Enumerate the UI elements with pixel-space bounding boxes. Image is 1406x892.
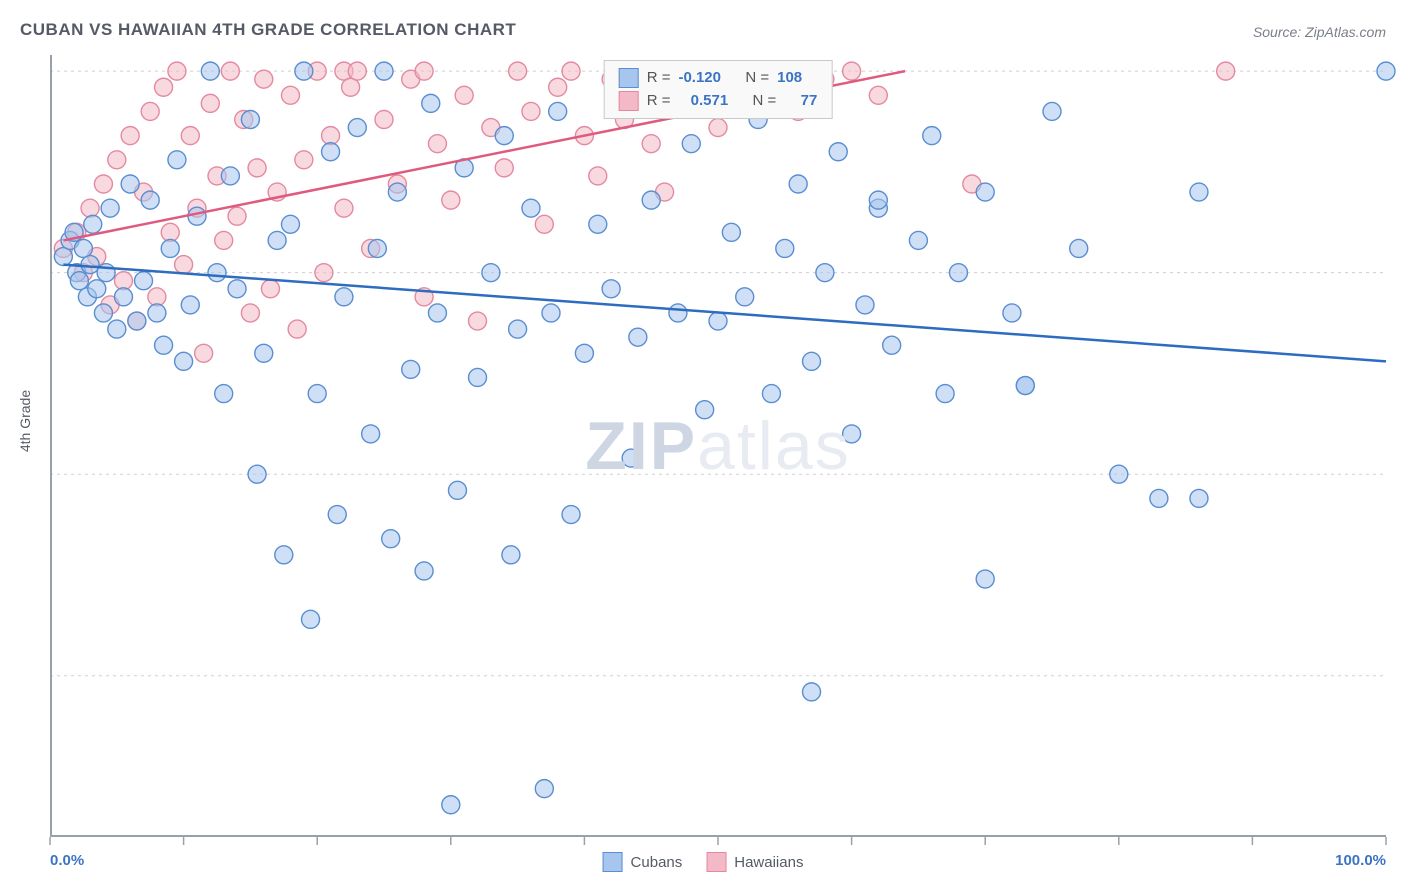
y-tick-label: 97.5% [1401,264,1406,281]
legend-swatch-cubans [619,68,639,88]
legend-N-label [729,67,737,90]
legend-N-value-hawaiians: 77 [801,90,818,113]
y-tick-label: 100.0% [1401,63,1406,80]
legend-row-cubans: R = -0.120 N = 108 [619,67,818,90]
chart-title: CUBAN VS HAWAIIAN 4TH GRADE CORRELATION … [20,20,516,40]
bottom-legend-label-hawaiians: Hawaiians [734,854,803,871]
legend-R-value-cubans: -0.120 [678,67,721,90]
bottom-legend-hawaiians: Hawaiians [706,852,803,872]
plot-area: ZIPatlas R = -0.120 N = 108 R = 0.571 N … [50,55,1386,837]
source-attribution: Source: ZipAtlas.com [1253,24,1386,40]
legend-N-value-hawaiians [784,90,792,113]
bottom-legend: Cubans Hawaiians [603,852,804,872]
y-axis-label: 4th Grade [17,390,33,452]
legend-R-value-hawaiians: 0.571 [691,90,729,113]
legend-R-label: R = [647,67,671,90]
legend-N-label: N = [753,90,777,113]
source-value: ZipAtlas.com [1305,24,1386,40]
source-label: Source: [1253,24,1305,40]
y-tick-label: 95.0% [1401,466,1406,483]
x-axis-label: 0.0% [50,852,84,869]
plot-border [50,55,1386,837]
legend-swatch-hawaiians [619,91,639,111]
legend-R-label: R = [647,90,671,113]
y-tick-label: 92.5% [1401,667,1406,684]
legend-N-label [736,90,744,113]
bottom-legend-swatch-hawaiians [706,852,726,872]
y-axis-label-wrap: 4th Grade [10,0,40,842]
legend-row-hawaiians: R = 0.571 N = 77 [619,90,818,113]
x-axis-label: 100.0% [1335,852,1386,869]
bottom-legend-swatch-cubans [603,852,623,872]
correlation-legend-box: R = -0.120 N = 108 R = 0.571 N = 77 [604,60,833,119]
legend-N-value-cubans: 108 [777,67,802,90]
legend-N-label: N = [745,67,769,90]
bottom-legend-label-cubans: Cubans [631,854,683,871]
bottom-legend-cubans: Cubans [603,852,683,872]
legend-R-value-hawaiians [678,90,682,113]
